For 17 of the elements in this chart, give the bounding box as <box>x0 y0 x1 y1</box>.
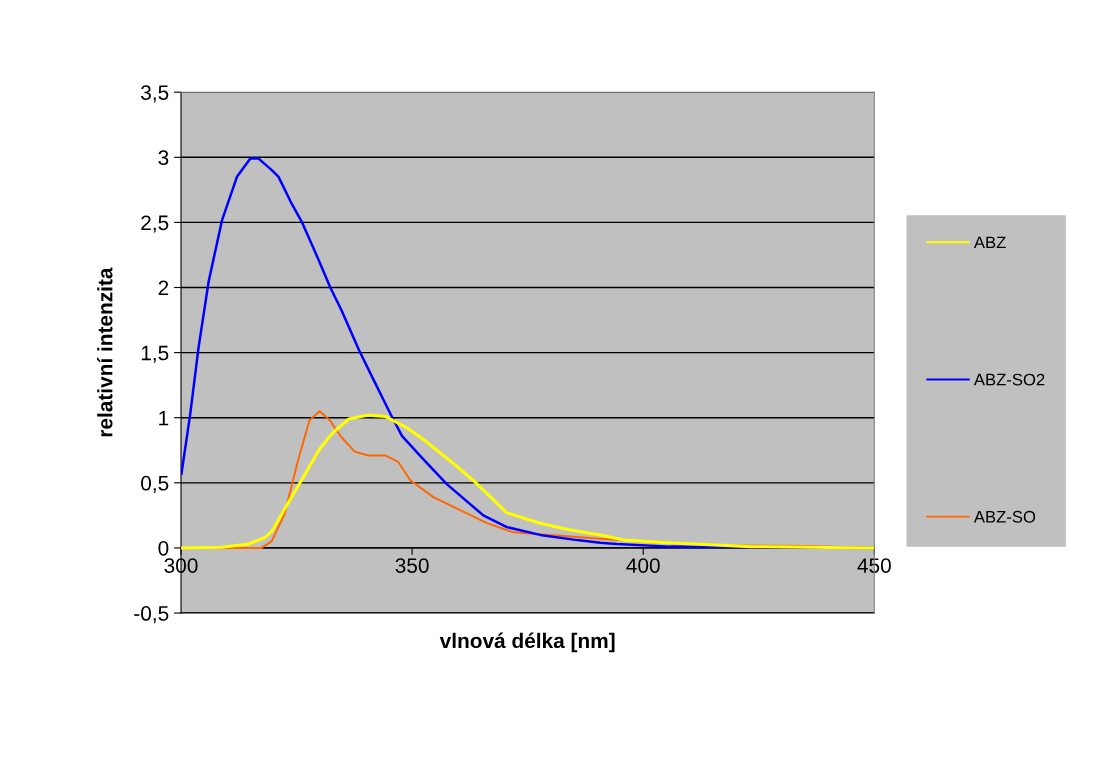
legend-label: ABZ <box>973 236 1006 249</box>
x-tick-label: 400 <box>626 558 660 573</box>
y-tick-label: 0 <box>158 540 169 556</box>
legend-label: ABZ-SO2 <box>973 373 1045 386</box>
x-axis-title: vlnová délka [nm] <box>439 632 615 653</box>
y-axis-title: relativní intenzita <box>97 267 113 437</box>
y-tick-label: 2 <box>158 280 169 296</box>
legend-label: ABZ-SO <box>973 510 1036 523</box>
y-tick-label: 0,5 <box>141 475 169 494</box>
y-tick-label: 3,5 <box>141 85 169 103</box>
x-tick-label: 450 <box>857 558 891 573</box>
y-tick-label: 2,5 <box>141 215 169 233</box>
y-tick-label: -0,5 <box>134 606 169 624</box>
y-tick-label: 1 <box>159 410 169 426</box>
y-tick-label: 3 <box>158 150 169 166</box>
y-tick-label: 1,5 <box>141 345 169 363</box>
x-tick-label: 350 <box>395 558 429 573</box>
